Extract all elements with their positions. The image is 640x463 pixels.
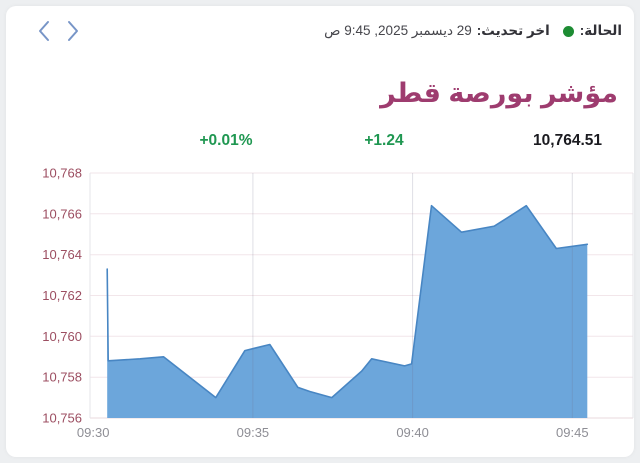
y-axis-label: 10,768 xyxy=(42,166,82,181)
y-axis-label: 10,756 xyxy=(42,411,82,426)
x-axis-label: 09:35 xyxy=(237,425,270,440)
chevron-right-icon xyxy=(67,21,78,41)
y-axis-label: 10,762 xyxy=(42,288,82,303)
line-series xyxy=(106,204,589,399)
x-axis-labels: 09:30 09:35 09:40 09:45 xyxy=(77,425,589,440)
status-dot-icon xyxy=(562,25,574,37)
y-axis-label: 10,766 xyxy=(42,206,82,221)
y-axis-label: 10,758 xyxy=(42,370,82,385)
index-value: 10,764.51 xyxy=(533,132,602,149)
stats-row: +0.01% +1.24 10,764.51 xyxy=(6,132,634,154)
index-change: +1.24 xyxy=(364,132,404,149)
price-chart: 10,756 10,758 10,760 10,762 10,764 10,766 10,7… xyxy=(42,166,634,440)
status-label: الحالة: xyxy=(579,23,622,38)
prev-button[interactable] xyxy=(32,16,56,46)
index-change-percent: +0.01% xyxy=(199,132,253,149)
x-axis-label: 09:40 xyxy=(396,425,429,440)
status-bar: الحالة: اخر تحديث: 29 ديسمبر 2025,‏ 9:45… xyxy=(324,20,622,42)
index-card: الحالة: اخر تحديث: 29 ديسمبر 2025,‏ 9:45… xyxy=(6,6,634,457)
y-axis-label: 10,760 xyxy=(42,329,82,344)
x-axis-label: 09:30 xyxy=(77,425,110,440)
page-title: مؤشر بورصة قطر xyxy=(380,78,618,108)
last-update-value: 29 ديسمبر 2025,‏ 9:45 ص xyxy=(324,23,472,38)
y-axis-label: 10,764 xyxy=(42,247,82,262)
y-axis-labels: 10,756 10,758 10,760 10,762 10,764 10,766 10,7… xyxy=(42,166,82,426)
area-series-fill xyxy=(107,205,588,418)
last-update-label: اخر تحديث: xyxy=(476,23,550,38)
carousel-nav xyxy=(32,16,84,46)
chevron-left-icon xyxy=(38,21,49,41)
x-axis-label: 09:45 xyxy=(556,425,589,440)
v-gridlines xyxy=(252,173,573,418)
next-button[interactable] xyxy=(60,16,84,46)
